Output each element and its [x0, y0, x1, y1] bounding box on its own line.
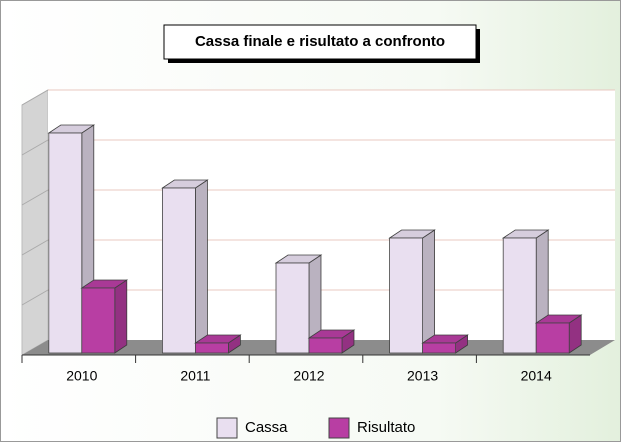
x-tick-label: 2013 — [407, 368, 438, 384]
bar-top-shade — [309, 330, 354, 338]
bar-front — [422, 342, 457, 354]
x-tick-label: 2010 — [66, 368, 97, 384]
bar-side-shade — [309, 255, 321, 353]
bar — [161, 179, 209, 354]
bar-top-shade — [48, 125, 94, 133]
bar-side-shade — [422, 230, 435, 353]
legend-swatch — [216, 417, 238, 439]
grid-line-side — [21, 239, 49, 256]
bar-top-shade — [389, 230, 435, 238]
bar-top-shade — [503, 230, 549, 238]
chart-title: Cassa finale e risultato a confronto — [195, 33, 445, 50]
bar-top-shade — [81, 280, 127, 288]
bar — [307, 329, 356, 354]
bar-front — [81, 287, 116, 354]
bar-front — [194, 342, 229, 354]
bar-side-shade — [228, 335, 241, 353]
bar-side-shade — [195, 180, 208, 353]
bar — [47, 124, 96, 354]
bar — [274, 254, 323, 354]
bar — [80, 279, 129, 354]
grid-line-side — [21, 289, 49, 306]
side-wall — [21, 89, 49, 356]
grid-line-side — [21, 139, 49, 156]
bar-front — [389, 237, 424, 354]
bar-side-shade — [342, 330, 354, 353]
legend-label: Cassa — [245, 419, 288, 436]
grid-line — [21, 189, 615, 206]
bar-top-shade — [536, 315, 582, 323]
x-tick-label: 2014 — [521, 368, 552, 384]
bar-front — [308, 337, 343, 354]
bar — [388, 229, 436, 354]
bar-side-shade — [114, 280, 127, 353]
grid-line — [21, 89, 615, 106]
bar-front — [275, 262, 310, 354]
title-box — [163, 24, 477, 60]
bar-side-shade — [569, 315, 582, 353]
grid-line-side — [21, 89, 49, 106]
bar-front — [502, 237, 537, 354]
bar-front — [161, 187, 196, 354]
bar-top-shade — [276, 255, 321, 263]
bar-front — [48, 132, 83, 354]
bar-top-shade — [422, 335, 468, 343]
legend-label: Risultato — [357, 419, 415, 436]
legend-swatch — [328, 417, 350, 439]
x-tick-label: 2012 — [293, 368, 324, 384]
bar-front — [535, 322, 570, 354]
bar-side-shade — [455, 335, 468, 353]
grid-line-side — [21, 189, 49, 206]
x-tick-label: 2011 — [180, 368, 210, 384]
bar-top-shade — [162, 180, 208, 188]
bar — [421, 334, 469, 354]
bar — [194, 334, 242, 354]
grid-line — [21, 139, 615, 156]
bar — [534, 314, 583, 354]
bar-top-shade — [195, 335, 241, 343]
